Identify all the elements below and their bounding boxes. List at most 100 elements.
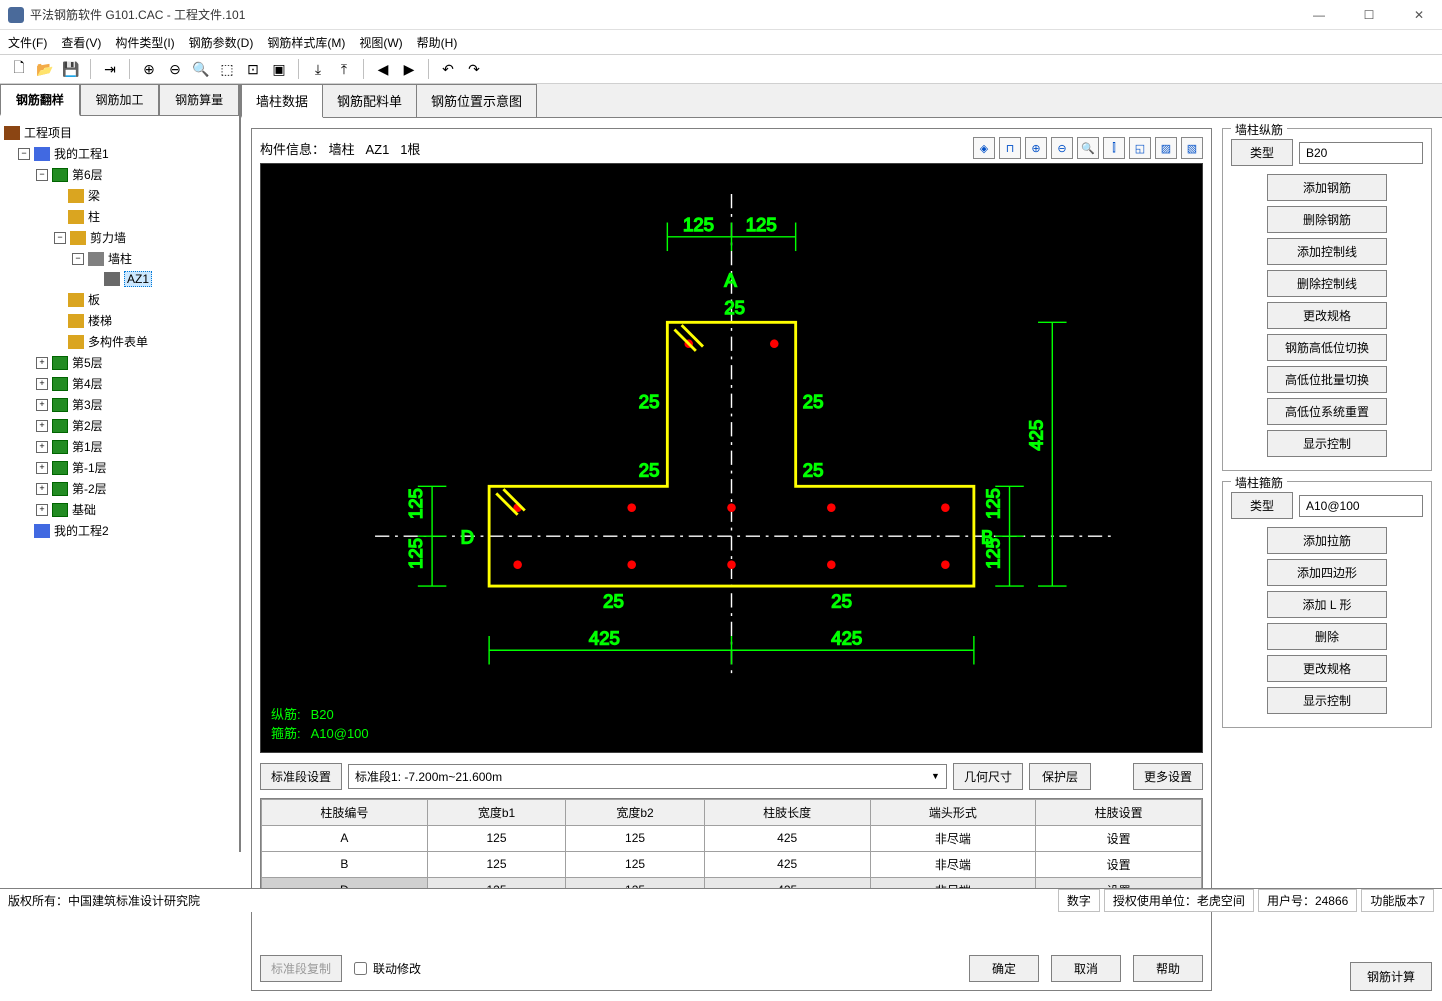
tree-toggle[interactable]: + bbox=[36, 483, 48, 495]
tab-rebar-calc[interactable]: 钢筋算量 bbox=[159, 84, 239, 115]
tree-toggle[interactable]: + bbox=[36, 357, 48, 369]
tab-wall-data[interactable]: 墙柱数据 bbox=[241, 84, 323, 118]
tree-toggle[interactable]: + bbox=[36, 420, 48, 432]
batch-toggle-button[interactable]: 高低位批量切换 bbox=[1267, 366, 1387, 393]
zoom-out-icon[interactable]: ⊖ bbox=[1051, 137, 1073, 159]
draw-tool-icon[interactable]: ▧ bbox=[1181, 137, 1203, 159]
import-up-icon[interactable]: ⤒ bbox=[333, 58, 355, 80]
zoom-window-icon[interactable]: ⬚ bbox=[216, 58, 238, 80]
tree-toggle[interactable]: + bbox=[36, 441, 48, 453]
tree-floor4[interactable]: 第4层 bbox=[72, 375, 103, 392]
tree-slab[interactable]: 板 bbox=[88, 291, 100, 308]
menu-rebar-params[interactable]: 钢筋参数(D) bbox=[189, 34, 254, 51]
zoom-icon[interactable]: 🔍 bbox=[190, 58, 212, 80]
redo-icon[interactable]: ↷ bbox=[463, 58, 485, 80]
add-l-button[interactable]: 添加 L 形 bbox=[1267, 591, 1387, 618]
copy-seg-button[interactable]: 标准段复制 bbox=[260, 955, 342, 982]
zoom-in-icon[interactable]: ⊕ bbox=[138, 58, 160, 80]
project-tree[interactable]: 工程项目 −我的工程1 −第6层 梁 柱 −剪力墙 −墙柱 AZ1 板 楼梯 多… bbox=[0, 116, 239, 852]
more-settings-button[interactable]: 更多设置 bbox=[1133, 763, 1203, 790]
add-tie-button[interactable]: 添加拉筋 bbox=[1267, 527, 1387, 554]
tree-toggle[interactable]: − bbox=[36, 169, 48, 181]
help-button[interactable]: 帮助 bbox=[1133, 955, 1203, 982]
change-spec-button[interactable]: 更改规格 bbox=[1267, 302, 1387, 329]
tree-root[interactable]: 工程项目 bbox=[24, 124, 72, 141]
ok-button[interactable]: 确定 bbox=[969, 955, 1039, 982]
table-header[interactable]: 柱肢设置 bbox=[1036, 799, 1202, 825]
tab-rebar-sample[interactable]: 钢筋翻样 bbox=[0, 84, 80, 116]
table-header[interactable]: 端头形式 bbox=[870, 799, 1036, 825]
standard-seg-select[interactable]: 标准段1: -7.200m~21.600m bbox=[348, 764, 947, 789]
open-icon[interactable]: 📂 bbox=[34, 58, 56, 80]
zoom-icon[interactable]: 🔍 bbox=[1077, 137, 1099, 159]
tree-wallcol[interactable]: 墙柱 bbox=[108, 250, 132, 267]
tree-stair[interactable]: 楼梯 bbox=[88, 312, 112, 329]
calculate-button[interactable]: 钢筋计算 bbox=[1350, 962, 1432, 991]
tree-floor1[interactable]: 第1层 bbox=[72, 438, 103, 455]
prev-icon[interactable]: ◀ bbox=[372, 58, 394, 80]
draw-tool-icon[interactable]: ⊓ bbox=[999, 137, 1021, 159]
draw-tool-icon[interactable]: ⫿ bbox=[1103, 137, 1125, 159]
link-edit-checkbox[interactable]: 联动修改 bbox=[354, 960, 421, 977]
menu-rebar-style[interactable]: 钢筋样式库(M) bbox=[267, 34, 345, 51]
link-edit-input[interactable] bbox=[354, 962, 367, 975]
table-row[interactable]: A125125425非尽端设置 bbox=[262, 825, 1202, 851]
toggle-height-button[interactable]: 钢筋高低位切换 bbox=[1267, 334, 1387, 361]
cancel-button[interactable]: 取消 bbox=[1051, 955, 1121, 982]
menu-view[interactable]: 查看(V) bbox=[61, 34, 101, 51]
tree-floor3[interactable]: 第3层 bbox=[72, 396, 103, 413]
zoom-fit-icon[interactable]: ▣ bbox=[268, 58, 290, 80]
new-icon[interactable]: 🗋 bbox=[8, 58, 30, 80]
table-row[interactable]: B125125425非尽端设置 bbox=[262, 851, 1202, 877]
long-type-button[interactable]: 类型 bbox=[1231, 139, 1293, 166]
tree-floor2[interactable]: 第2层 bbox=[72, 417, 103, 434]
tree-foundation[interactable]: 基础 bbox=[72, 501, 96, 518]
tab-rebar-process[interactable]: 钢筋加工 bbox=[80, 84, 160, 115]
cover-button[interactable]: 保护层 bbox=[1029, 763, 1091, 790]
table-header[interactable]: 宽度b2 bbox=[566, 799, 705, 825]
system-reset-button[interactable]: 高低位系统重置 bbox=[1267, 398, 1387, 425]
tab-rebar-list[interactable]: 钢筋配料单 bbox=[322, 84, 417, 117]
zoom-in-icon[interactable]: ⊕ bbox=[1025, 137, 1047, 159]
tree-toggle[interactable]: + bbox=[36, 399, 48, 411]
minimize-button[interactable]: — bbox=[1304, 8, 1334, 22]
tree-az1[interactable]: AZ1 bbox=[124, 271, 152, 287]
table-header[interactable]: 柱肢编号 bbox=[262, 799, 428, 825]
delete-rebar-button[interactable]: 删除钢筋 bbox=[1267, 206, 1387, 233]
draw-tool-icon[interactable]: ▨ bbox=[1155, 137, 1177, 159]
table-header[interactable]: 宽度b1 bbox=[427, 799, 566, 825]
add-control-line-button[interactable]: 添加控制线 bbox=[1267, 238, 1387, 265]
standard-seg-settings-button[interactable]: 标准段设置 bbox=[260, 763, 342, 790]
tab-rebar-position[interactable]: 钢筋位置示意图 bbox=[416, 84, 537, 117]
tree-toggle[interactable]: − bbox=[54, 232, 66, 244]
draw-tool-icon[interactable]: ◱ bbox=[1129, 137, 1151, 159]
tree-floorm2[interactable]: 第-2层 bbox=[72, 480, 107, 497]
display-control-button[interactable]: 显示控制 bbox=[1267, 430, 1387, 457]
tree-multi[interactable]: 多构件表单 bbox=[88, 333, 148, 350]
zoom-all-icon[interactable]: ⊡ bbox=[242, 58, 264, 80]
tree-column[interactable]: 柱 bbox=[88, 208, 100, 225]
geom-size-button[interactable]: 几何尺寸 bbox=[953, 763, 1023, 790]
tree-toggle[interactable]: − bbox=[18, 148, 30, 160]
zoom-out-icon[interactable]: ⊖ bbox=[164, 58, 186, 80]
change-spec-button[interactable]: 更改规格 bbox=[1267, 655, 1387, 682]
tree-toggle[interactable]: + bbox=[36, 504, 48, 516]
tree-floorm1[interactable]: 第-1层 bbox=[72, 459, 107, 476]
tree-toggle[interactable]: + bbox=[36, 462, 48, 474]
save-icon[interactable]: 💾 bbox=[60, 58, 82, 80]
tree-floor5[interactable]: 第5层 bbox=[72, 354, 103, 371]
menu-viewport[interactable]: 视图(W) bbox=[359, 34, 402, 51]
stir-type-button[interactable]: 类型 bbox=[1231, 492, 1293, 519]
import-down-icon[interactable]: ⤓ bbox=[307, 58, 329, 80]
add-rebar-button[interactable]: 添加钢筋 bbox=[1267, 174, 1387, 201]
tree-project2[interactable]: 我的工程2 bbox=[54, 522, 109, 539]
stir-type-value[interactable]: A10@100 bbox=[1299, 495, 1423, 517]
table-header[interactable]: 柱肢长度 bbox=[704, 799, 870, 825]
delete-control-line-button[interactable]: 删除控制线 bbox=[1267, 270, 1387, 297]
close-button[interactable]: ✕ bbox=[1404, 8, 1434, 22]
maximize-button[interactable]: ☐ bbox=[1354, 8, 1384, 22]
tree-beam[interactable]: 梁 bbox=[88, 187, 100, 204]
tree-project1[interactable]: 我的工程1 bbox=[54, 145, 109, 162]
next-icon[interactable]: ▶ bbox=[398, 58, 420, 80]
menu-file[interactable]: 文件(F) bbox=[8, 34, 47, 51]
